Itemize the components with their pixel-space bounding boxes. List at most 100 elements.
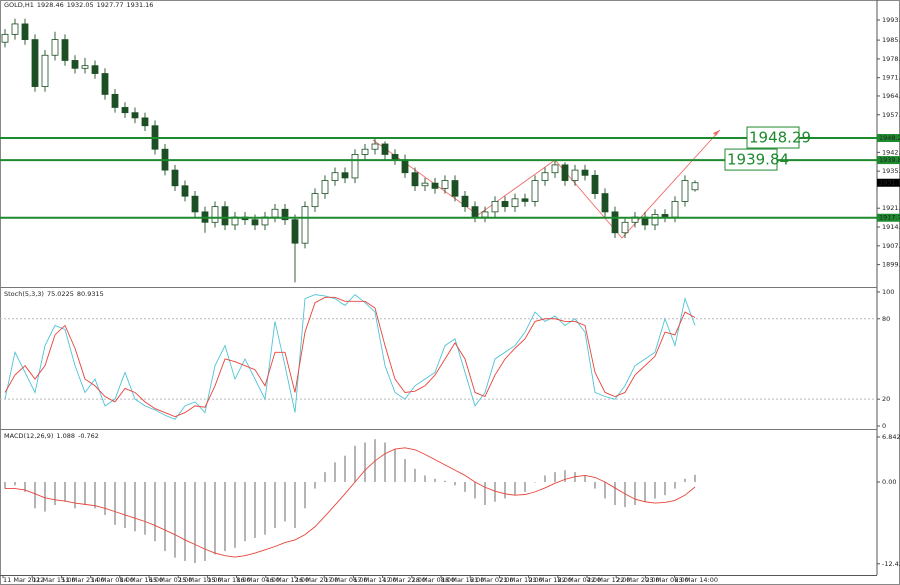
macd-bar bbox=[274, 482, 276, 529]
macd-bar bbox=[594, 482, 596, 489]
stoch-line bbox=[4, 294, 696, 420]
x-tick-label: 14 Mar 08:00 bbox=[91, 576, 134, 584]
macd-bar bbox=[294, 482, 296, 529]
candle-body bbox=[381, 143, 389, 155]
macd-bar bbox=[324, 472, 326, 483]
y-tick-label: 1964.40 bbox=[882, 92, 900, 100]
stoch-line bbox=[4, 296, 696, 418]
macd-bar bbox=[284, 482, 286, 522]
candle-body bbox=[421, 182, 429, 187]
candle-body bbox=[21, 23, 29, 40]
macd-bar bbox=[484, 482, 486, 506]
y-tick-label: 6.842 bbox=[882, 433, 900, 441]
macd-bar bbox=[304, 482, 306, 509]
candle-body bbox=[191, 195, 199, 213]
candle-body bbox=[221, 206, 229, 226]
candle-body bbox=[541, 172, 549, 181]
macd-bar bbox=[84, 482, 86, 506]
candle-body bbox=[431, 182, 439, 189]
macd-bar bbox=[314, 482, 316, 489]
header-value: 1.088 bbox=[56, 432, 75, 440]
x-tick-label: 23 Mar 14:00 bbox=[675, 576, 718, 584]
macd-bar bbox=[34, 482, 36, 509]
macd-bar bbox=[694, 474, 696, 483]
macd-bar bbox=[224, 482, 226, 552]
candle-body bbox=[671, 201, 679, 218]
candle-body bbox=[11, 23, 19, 35]
macd-bar bbox=[444, 480, 446, 483]
current-price: 1931.16 bbox=[879, 179, 900, 187]
y-tick-label: 1971.40 bbox=[882, 74, 900, 82]
candle-body bbox=[481, 211, 489, 218]
level-label: 1939.84 bbox=[727, 151, 789, 169]
candle-body bbox=[491, 201, 499, 213]
x-tick-label: 23 Mar 06:00 bbox=[645, 576, 688, 584]
macd-bar bbox=[424, 475, 426, 483]
candle-body bbox=[551, 164, 559, 174]
panel-header: MACD(12,26,9) 1.088 -0.762 bbox=[4, 432, 99, 440]
macd-bar bbox=[664, 482, 666, 496]
level-axis-box bbox=[877, 134, 900, 143]
candle-body bbox=[71, 60, 79, 69]
candle-body bbox=[101, 73, 109, 95]
macd-bar bbox=[74, 482, 76, 509]
candle-body bbox=[311, 193, 319, 208]
header-value: 1928.46 bbox=[37, 1, 64, 9]
candle-body bbox=[121, 107, 129, 114]
candle-body bbox=[171, 169, 179, 187]
candle-body bbox=[621, 221, 629, 234]
x-tick-label: 16 Mar 12:00 bbox=[266, 576, 309, 584]
arrow-head bbox=[713, 130, 720, 136]
macd-bar bbox=[674, 482, 676, 489]
macd-bar bbox=[504, 482, 506, 499]
macd-bar bbox=[44, 482, 46, 512]
macd-bar bbox=[164, 482, 166, 552]
candle-body bbox=[531, 180, 539, 202]
candle-body bbox=[581, 169, 589, 176]
macd-bar bbox=[524, 482, 526, 492]
x-tick-label: 11 Mar 15:00 bbox=[32, 576, 75, 584]
candle-body bbox=[111, 94, 119, 108]
candle-body bbox=[341, 172, 349, 179]
macd-bar bbox=[54, 482, 56, 506]
macd-bar bbox=[234, 482, 236, 548]
macd-bar bbox=[94, 482, 96, 509]
candle-body bbox=[1, 33, 9, 43]
macd-bar bbox=[64, 482, 66, 502]
macd-bar bbox=[644, 482, 646, 502]
candle-body bbox=[51, 39, 59, 56]
level-label-box bbox=[724, 148, 778, 171]
level-axis-label: 1939.84 bbox=[879, 156, 900, 164]
macd-bar bbox=[4, 482, 6, 489]
candle-body bbox=[61, 39, 69, 61]
macd-bar bbox=[364, 442, 366, 483]
macd-bar bbox=[384, 442, 386, 483]
candle-body bbox=[411, 172, 419, 187]
macd-bar bbox=[534, 482, 536, 483]
macd-bar bbox=[254, 482, 256, 538]
candle-body bbox=[301, 206, 309, 244]
header-value: 80.9315 bbox=[77, 290, 104, 298]
macd-signal bbox=[5, 447, 696, 558]
x-tick-label: 15 Mar 18:00 bbox=[207, 576, 250, 584]
x-tick-label: 17 Mar 22:00 bbox=[383, 576, 426, 584]
header-title: MACD(12,26,9) bbox=[4, 432, 53, 440]
header-value: 1931.16 bbox=[127, 1, 154, 9]
candle-body bbox=[601, 193, 609, 213]
candle-body bbox=[371, 143, 379, 150]
macd-bar bbox=[184, 482, 186, 561]
macd-bar bbox=[454, 482, 456, 486]
level-axis-label: 1917.75 bbox=[879, 214, 900, 222]
macd-bar bbox=[634, 482, 636, 506]
macd-bar bbox=[264, 482, 266, 535]
macd-bar bbox=[154, 482, 156, 542]
level-axis-box bbox=[877, 156, 900, 165]
macd-bar bbox=[584, 475, 586, 483]
x-tick-label: 21 Mar 18:00 bbox=[529, 576, 572, 584]
y-tick-label: 1907.00 bbox=[882, 242, 900, 250]
x-tick-label: 11 Mar 2022 bbox=[3, 576, 44, 584]
x-tick-label: 16 Mar 20:00 bbox=[295, 576, 338, 584]
candle-body bbox=[461, 195, 469, 208]
x-tick-label: 22 Mar 12:00 bbox=[587, 576, 630, 584]
panel-header: GOLD,H1 1928.46 1932.05 1927.77 1931.16 bbox=[4, 1, 153, 9]
